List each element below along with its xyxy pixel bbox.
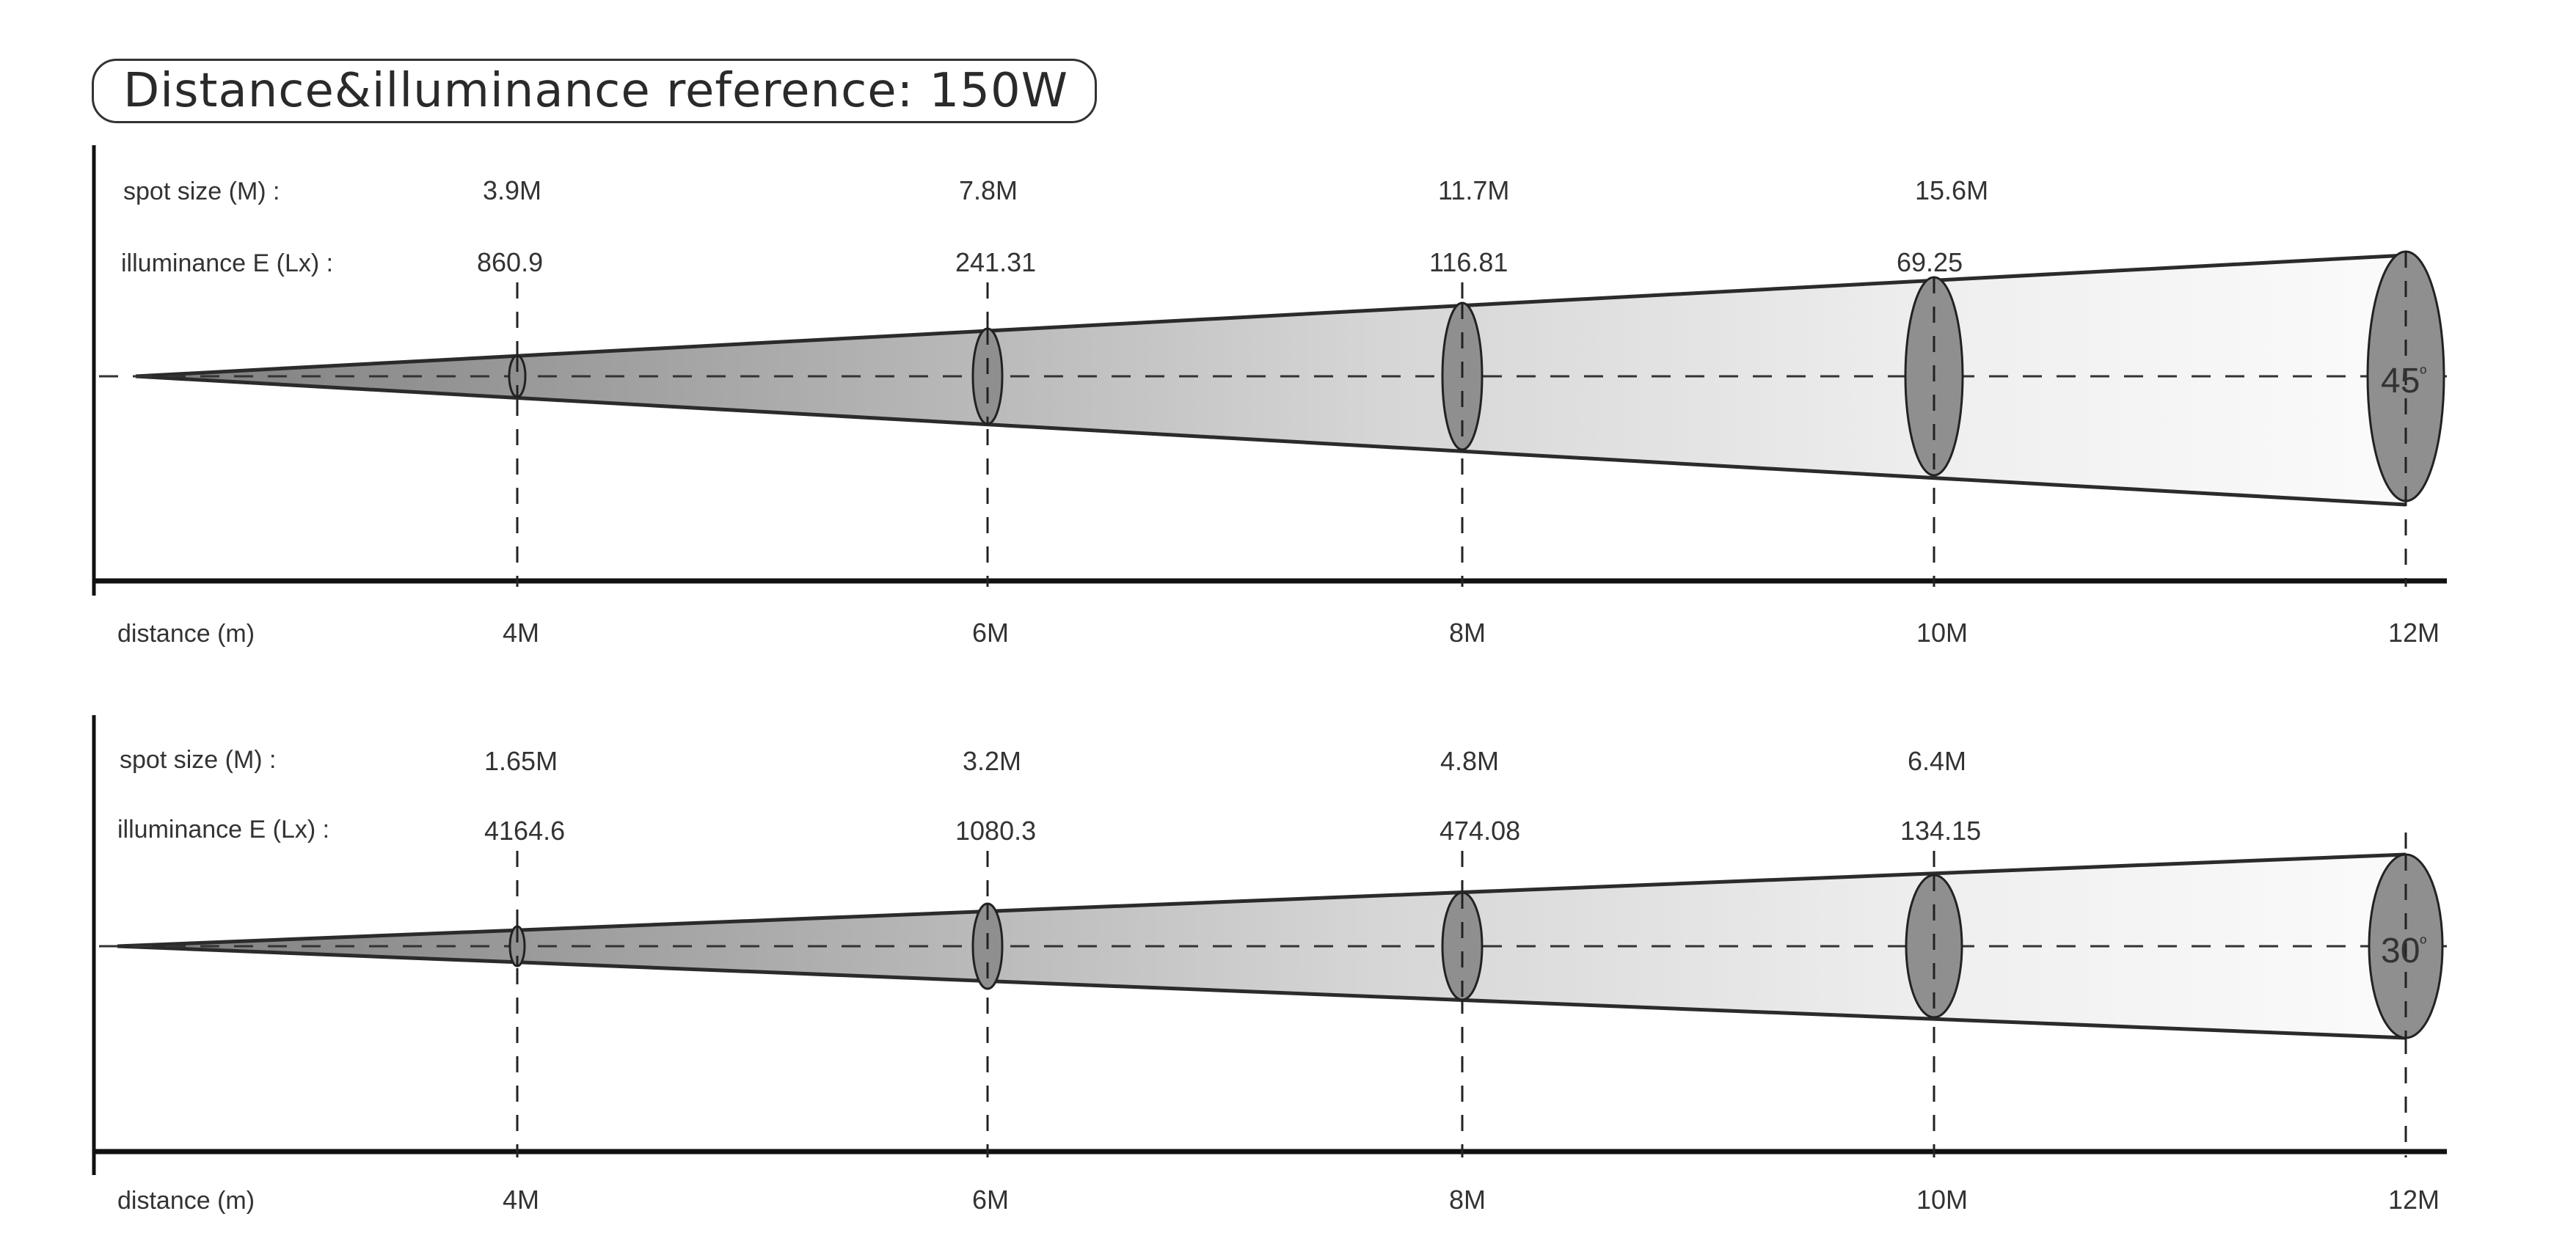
svg-text:3.9M: 3.9M xyxy=(483,175,541,205)
svg-text:116.81: 116.81 xyxy=(1429,247,1508,277)
beam-angle-label: 45º xyxy=(2381,362,2426,400)
svg-text:1.65M: 1.65M xyxy=(484,746,558,776)
spot-size-values: 3.9M 7.8M 11.7M 15.6M xyxy=(483,175,1988,205)
illuminance-values: 4164.6 1080.3 474.08 134.15 xyxy=(484,816,1981,846)
svg-text:134.15: 134.15 xyxy=(1900,816,1981,846)
cone-edge-top xyxy=(117,852,2407,948)
diagram-30-degree: 30º spot size (M) : illuminance E (Lx) :… xyxy=(92,715,2447,1215)
svg-text:6M: 6M xyxy=(972,1185,1009,1215)
svg-text:10M: 10M xyxy=(1916,618,1968,648)
svg-text:6.4M: 6.4M xyxy=(1908,746,1966,776)
cone-edge-bottom xyxy=(135,374,2407,507)
distance-tick-labels: 4M 6M 8M 10M 12M xyxy=(503,618,2440,648)
illuminance-values: 860.9 241.31 116.81 69.25 xyxy=(477,247,1963,277)
spot-size-row-label: spot size (M) : xyxy=(120,746,276,774)
cone-edge-bottom xyxy=(117,944,2407,1040)
svg-text:8M: 8M xyxy=(1449,1185,1486,1215)
svg-text:474.08: 474.08 xyxy=(1440,816,1520,846)
svg-text:12M: 12M xyxy=(2388,1185,2440,1215)
svg-text:15.6M: 15.6M xyxy=(1915,175,1988,205)
beam-angle-label: 30º xyxy=(2381,932,2426,970)
distance-row-label: distance (m) xyxy=(117,620,255,648)
svg-text:4M: 4M xyxy=(503,1185,539,1215)
svg-text:8M: 8M xyxy=(1449,618,1486,648)
spot-size-values: 1.65M 3.2M 4.8M 6.4M xyxy=(484,746,1966,776)
svg-text:12M: 12M xyxy=(2388,618,2440,648)
title-text: Distance&illuminance reference: 150W xyxy=(123,64,1068,118)
svg-text:69.25: 69.25 xyxy=(1897,247,1963,277)
svg-text:7.8M: 7.8M xyxy=(959,175,1018,205)
svg-text:4.8M: 4.8M xyxy=(1440,746,1499,776)
svg-text:860.9: 860.9 xyxy=(477,247,543,277)
distance-row-label: distance (m) xyxy=(117,1187,255,1215)
illuminance-row-label: illuminance E (Lx) : xyxy=(121,249,333,277)
illuminance-row-label: illuminance E (Lx) : xyxy=(117,816,329,844)
svg-text:1080.3: 1080.3 xyxy=(955,816,1036,846)
svg-text:4164.6: 4164.6 xyxy=(484,816,565,846)
svg-text:4M: 4M xyxy=(503,618,539,648)
svg-text:6M: 6M xyxy=(972,618,1009,648)
svg-text:3.2M: 3.2M xyxy=(963,746,1021,776)
distance-tick-labels: 4M 6M 8M 10M 12M xyxy=(503,1185,2440,1215)
spot-size-row-label: spot size (M) : xyxy=(123,178,280,205)
svg-text:241.31: 241.31 xyxy=(955,247,1036,277)
svg-text:10M: 10M xyxy=(1916,1185,1968,1215)
page-title: Distance&illuminance reference: 150W xyxy=(92,59,1097,123)
svg-text:11.7M: 11.7M xyxy=(1438,175,1509,205)
light-cone xyxy=(136,255,2406,505)
diagram-45-degree: 45º spot size (M) : illuminance E (Lx) :… xyxy=(92,145,2447,648)
